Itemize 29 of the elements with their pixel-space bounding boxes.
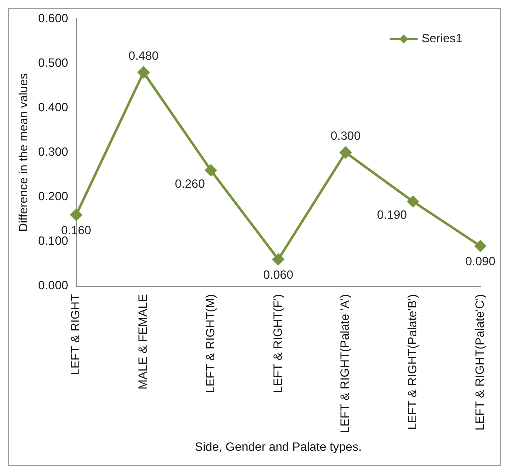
y-axis-title: Difference in the mean values — [16, 73, 31, 232]
x-tick-label: LEFT & RIGHT(Palate'B') — [406, 294, 420, 430]
data-label: 0.300 — [330, 129, 362, 144]
point — [205, 164, 217, 176]
data-label: 0.090 — [466, 254, 496, 269]
x-tick-label: LEFT & RIGHT — [68, 294, 83, 376]
legend-label: Series1 — [422, 32, 463, 46]
y-tick-label: 0.400 — [38, 100, 69, 115]
point — [272, 254, 284, 266]
data-label: 0.060 — [264, 268, 294, 282]
point — [474, 240, 486, 252]
x-tick-label: LEFT & RIGHT(Palate 'A') — [338, 294, 352, 434]
point — [138, 66, 150, 78]
y-tick-label: 0.200 — [38, 190, 69, 204]
x-tick-label: LEFT & RIGHT(M) — [203, 294, 218, 394]
y-tick-label: 0.000 — [38, 278, 69, 293]
x-tick-label: LEFT & RIGHT(Palate'C') — [472, 294, 487, 431]
point — [340, 147, 352, 159]
data-label: 0.480 — [128, 48, 160, 63]
y-tick-label: 0.600 — [38, 12, 69, 26]
x-tick-label: LEFT & RIGHT(F') — [270, 294, 285, 394]
x-tick-label: MALE & FEMALE — [136, 294, 150, 390]
x-axis-title: Side, Gender and Palate types. — [195, 440, 362, 454]
y-tick-label: 0.500 — [38, 56, 69, 70]
point — [407, 196, 419, 208]
point — [70, 209, 82, 221]
data-label: 0.260 — [175, 176, 206, 191]
data-label: 0.190 — [377, 208, 408, 222]
y-tick-label: 0.300 — [38, 145, 69, 160]
